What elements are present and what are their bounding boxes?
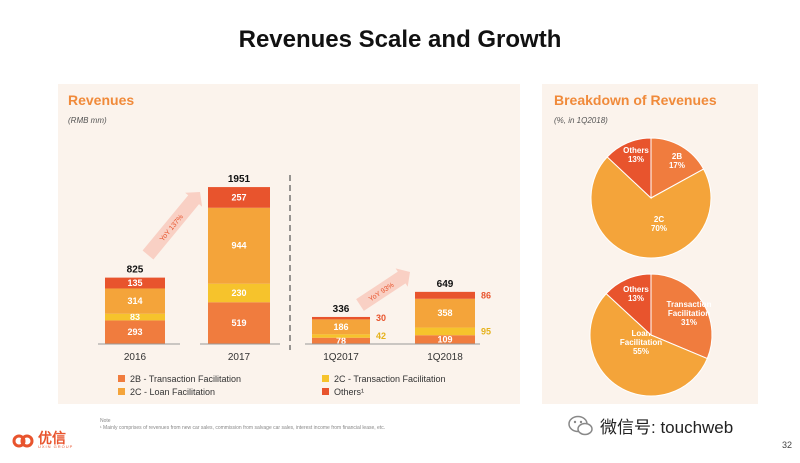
yoy-arrow-annual-shape xyxy=(142,192,203,260)
pie-2c-breakdown-label: 55% xyxy=(633,347,649,356)
bar-segment-2C_loan-1Q2017 xyxy=(312,319,370,335)
x-tick-label: 2017 xyxy=(228,352,251,363)
legend-label-others: Others¹ xyxy=(334,387,364,397)
breakdown-title: Breakdown of Revenues xyxy=(554,92,717,108)
pie-revenue-type-label: 17% xyxy=(669,161,685,170)
pie-revenue-type-slice xyxy=(606,137,652,200)
bar-segment-2C_loan-1Q2018 xyxy=(415,298,475,328)
legend-swatch-2C_loan xyxy=(118,388,125,395)
bar-segment-2C_transaction-2017 xyxy=(208,283,270,303)
x-tick-label: 2016 xyxy=(124,352,147,363)
pie-revenue-type-slice xyxy=(650,137,705,199)
bar-value-label: 95 xyxy=(481,326,491,336)
yoy-arrow-quarterly-shape xyxy=(356,268,411,311)
bar-value-label: 314 xyxy=(127,296,142,306)
pie-2c-breakdown-label: Others xyxy=(623,285,649,294)
legend-swatch-others xyxy=(322,388,329,395)
bar-segment-2B-2017 xyxy=(208,302,270,344)
bar-segment-2C_transaction-1Q2017 xyxy=(312,334,370,338)
bar-segment-2B-1Q2017 xyxy=(312,337,370,344)
bar-value-label: 109 xyxy=(437,335,452,345)
pie-revenue-type-label: 2C xyxy=(654,215,664,224)
pie-revenue-type-label: Others xyxy=(623,146,649,155)
legend-label-2B: 2B - Transaction Facilitation xyxy=(130,374,241,384)
revenues-title: Revenues xyxy=(68,92,135,108)
pie-2c-breakdown-slice xyxy=(605,273,652,337)
bar-value-label: 135 xyxy=(127,278,142,288)
wechat-icon xyxy=(568,415,593,435)
bar-value-label: 78 xyxy=(336,336,346,346)
bar-segment-others-1Q2018 xyxy=(415,291,475,299)
bar-value-label: 944 xyxy=(231,241,246,251)
logo-mark-icon xyxy=(12,434,34,447)
legend-swatch-2C_transaction xyxy=(322,375,329,382)
bar-segment-2B-2016 xyxy=(105,320,165,344)
pie-2c-breakdown-label: 13% xyxy=(628,294,644,303)
revenues-panel: Revenues (RMB mm) xyxy=(58,84,520,404)
wechat-id: 微信号: touchweb xyxy=(600,418,734,437)
pie-2c-breakdown-label: Facilitation xyxy=(620,338,662,347)
bar-value-label: 358 xyxy=(437,308,452,318)
legend-swatch-2B xyxy=(118,375,125,382)
bar-value-label: 230 xyxy=(231,288,246,298)
bar-value-label: 293 xyxy=(127,327,142,337)
bar-value-label: 83 xyxy=(130,312,140,322)
bar-value-label: 30 xyxy=(376,313,386,323)
pie-revenue-type-slice xyxy=(590,156,712,259)
bar-segment-2B-1Q2018 xyxy=(415,335,475,344)
bar-segment-2C_transaction-2016 xyxy=(105,313,165,321)
bar-segment-others-2017 xyxy=(208,187,270,208)
page-number: 32 xyxy=(781,440,792,450)
bar-segment-2C_transaction-1Q2018 xyxy=(415,327,475,336)
bar-value-label: 257 xyxy=(231,192,246,202)
bar-value-label: 86 xyxy=(481,290,491,300)
pie-2c-breakdown-label: Transaction xyxy=(667,300,712,309)
pie-2c-breakdown-slice xyxy=(589,292,708,397)
bar-segment-others-2016 xyxy=(105,277,165,289)
pie-revenue-type-label: 70% xyxy=(651,224,667,233)
x-tick-label: 1Q2018 xyxy=(427,352,463,363)
pie-revenue-type-label: 2B xyxy=(672,152,682,161)
legend-label-2C_transaction: 2C - Transaction Facilitation xyxy=(334,374,446,384)
breakdown-subtitle: (%, in 1Q2018) xyxy=(554,116,608,125)
yoy-arrow-annual: YoY 137% xyxy=(142,192,203,260)
legend-label-2C_loan: 2C - Loan Facilitation xyxy=(130,387,215,397)
logo-subtext: UXIN GROUP xyxy=(38,444,74,449)
footnote-text: ¹ Mainly comprises of revenues from new … xyxy=(100,425,386,431)
wechat-watermark: 微信号: touchweb xyxy=(568,413,733,438)
logo-text: 优信 xyxy=(38,430,66,446)
footnote-label: Note xyxy=(100,418,111,424)
x-tick-label: 1Q2017 xyxy=(323,352,359,363)
bar-segment-2C_loan-2016 xyxy=(105,288,165,314)
revenues-subtitle: (RMB mm) xyxy=(68,116,107,125)
bar-total-label: 336 xyxy=(333,304,350,315)
slide-title: Revenues Scale and Growth xyxy=(238,26,562,53)
bar-value-label: 186 xyxy=(333,322,348,332)
footnote: Note ¹ Mainly comprises of revenues from… xyxy=(100,418,385,432)
pie-revenue-type-label: 13% xyxy=(628,155,644,164)
pie-2c-breakdown-label: 31% xyxy=(681,318,697,327)
bar-total-label: 649 xyxy=(437,279,454,290)
bar-segment-others-1Q2017 xyxy=(312,316,370,320)
pie-2c-breakdown-slice xyxy=(650,273,713,360)
pie-2c-breakdown-label: Loan xyxy=(631,329,650,338)
yoy-arrow-quarterly: YoY 93% xyxy=(356,268,411,311)
pie-2c-breakdown-label: Facilitation xyxy=(668,309,710,318)
company-logo: 优信 UXIN GROUP xyxy=(12,430,74,449)
bar-value-label: 42 xyxy=(376,331,386,341)
bar-total-label: 1951 xyxy=(228,174,251,185)
bar-value-label: 519 xyxy=(231,318,246,328)
bar-segment-2C_loan-2017 xyxy=(208,207,270,284)
bar-total-label: 825 xyxy=(127,265,144,276)
